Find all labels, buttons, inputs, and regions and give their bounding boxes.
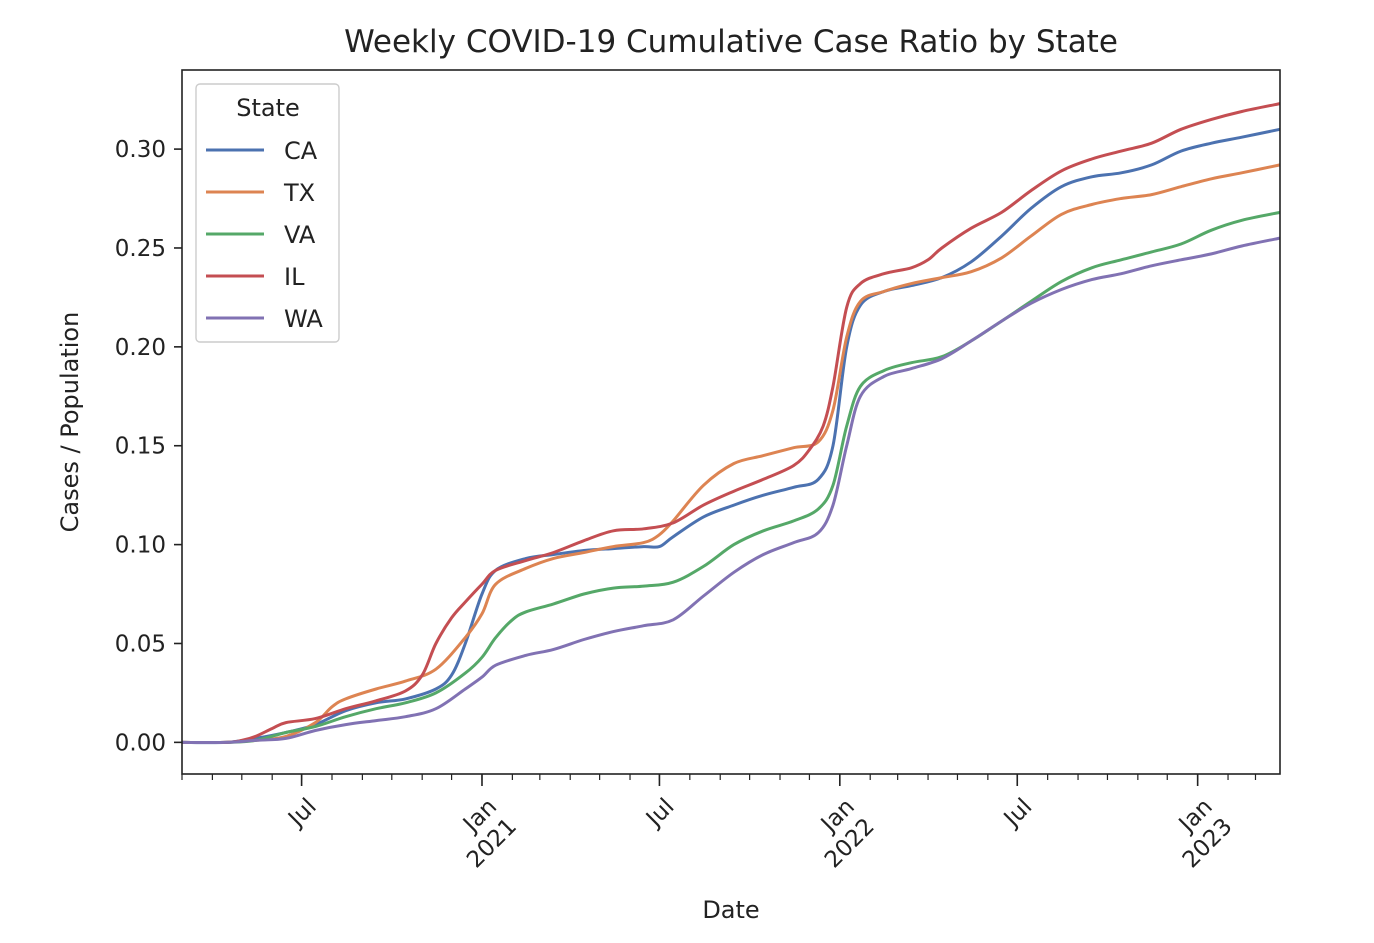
- y-tick-label: 0.20: [115, 335, 166, 361]
- series-line-il: [181, 102, 1281, 745]
- y-tick-label: 0.00: [115, 730, 166, 756]
- y-tick-label: 0.30: [115, 137, 166, 163]
- y-axis: 0.00 0.05 0.10 0.15 0.20 0.25 0.30: [115, 137, 182, 756]
- series-line-wa: [181, 236, 1281, 745]
- y-tick-label: 0.05: [115, 631, 166, 657]
- x-tick-label: Jan2022: [800, 794, 880, 874]
- y-tick-label: 0.10: [115, 533, 166, 559]
- y-tick-label: 0.25: [115, 236, 166, 262]
- plot-frame: [181, 69, 1281, 775]
- legend-label-va: VA: [284, 221, 316, 249]
- legend-label-wa: WA: [284, 305, 323, 333]
- x-axis-label: Date: [702, 896, 759, 924]
- x-tick-label: Jan2021: [442, 794, 522, 874]
- y-axis-label: Cases / Population: [56, 312, 84, 533]
- x-tick-label: Jul: [282, 794, 321, 833]
- chart-title: Weekly COVID-19 Cumulative Case Ratio by…: [344, 24, 1118, 60]
- legend: State CA TX VA IL WA: [195, 83, 340, 343]
- series-line-ca: [181, 127, 1281, 745]
- legend-label-ca: CA: [284, 137, 318, 165]
- series-lines-group: [181, 102, 1281, 745]
- x-tick-label: Jul: [640, 794, 679, 833]
- x-axis: Jul Jan2021 Jul Jan2022 Jul Jan2023: [181, 774, 1257, 874]
- legend-title: State: [236, 94, 300, 122]
- legend-items: CA TX VA IL WA: [206, 137, 323, 333]
- y-tick-label: 0.15: [115, 434, 166, 460]
- legend-label-il: IL: [284, 263, 305, 291]
- series-line-tx: [181, 163, 1281, 745]
- x-tick-label: Jan2023: [1158, 794, 1238, 874]
- legend-label-tx: TX: [283, 179, 315, 207]
- x-tick-label: Jul: [998, 794, 1037, 833]
- legend-box: [195, 83, 340, 343]
- series-line-va: [181, 210, 1281, 745]
